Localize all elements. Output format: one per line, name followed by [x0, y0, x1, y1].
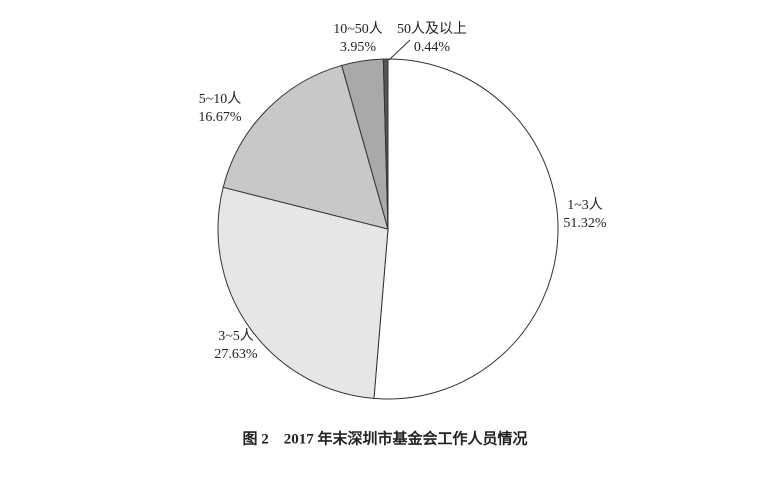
slice-value-label: 3.95% [340, 40, 377, 55]
leader-line [388, 39, 411, 61]
slice-category-label: 3~5人 [218, 328, 254, 344]
slice-value-label: 27.63% [214, 347, 258, 362]
slice-value-label: 51.32% [563, 216, 607, 231]
slice-value-label: 16.67% [198, 110, 242, 125]
chart-title: 图 2 2017 年末深圳市基金会工作人员情况 [242, 429, 527, 447]
pie-slice [382, 58, 389, 230]
slice-category-label: 1~3人 [567, 197, 603, 213]
slice-category-label: 5~10人 [199, 91, 242, 107]
pie-slice [217, 186, 389, 399]
pie-slice [222, 64, 389, 230]
slice-value-label: 0.44% [414, 40, 451, 55]
slice-category-label: 10~50人 [333, 21, 383, 37]
slice-category-label: 50人及以上 [397, 21, 467, 37]
pie-slice [373, 58, 559, 400]
